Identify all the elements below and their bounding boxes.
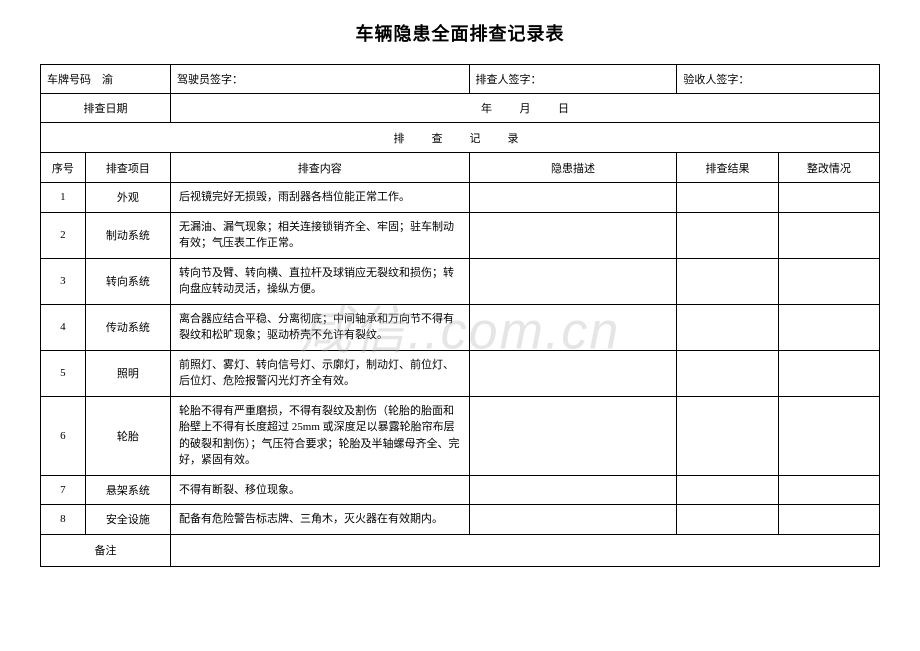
remark-label: 备注 bbox=[41, 534, 171, 566]
row-result bbox=[677, 505, 778, 535]
row-desc bbox=[469, 258, 677, 304]
row-item: 转向系统 bbox=[85, 258, 170, 304]
row-result bbox=[677, 396, 778, 475]
row-item: 传动系统 bbox=[85, 304, 170, 350]
row-fix bbox=[778, 212, 879, 258]
section-title-row: 排 查 记 录 bbox=[41, 123, 880, 153]
row-content: 配备有危险警告标志牌、三角木，灭火器在有效期内。 bbox=[171, 505, 469, 535]
col-item: 排查项目 bbox=[85, 153, 170, 183]
row-fix bbox=[778, 475, 879, 505]
row-seq: 7 bbox=[41, 475, 86, 505]
row-fix bbox=[778, 183, 879, 213]
row-fix bbox=[778, 258, 879, 304]
table-row: 7悬架系统不得有断裂、移位现象。 bbox=[41, 475, 880, 505]
row-fix bbox=[778, 396, 879, 475]
row-item: 照明 bbox=[85, 350, 170, 396]
row-fix bbox=[778, 304, 879, 350]
table-row: 1外观后视镜完好无损毁，雨刮器各档位能正常工作。 bbox=[41, 183, 880, 213]
row-content: 前照灯、雾灯、转向信号灯、示廓灯，制动灯、前位灯、后位灯、危险报警闪光灯齐全有效… bbox=[171, 350, 469, 396]
plate-cell: 车牌号码 渝 bbox=[41, 65, 171, 94]
row-seq: 8 bbox=[41, 505, 86, 535]
row-seq: 6 bbox=[41, 396, 86, 475]
row-result bbox=[677, 475, 778, 505]
row-item: 悬架系统 bbox=[85, 475, 170, 505]
inspection-table: 车牌号码 渝 驾驶员签字： 排查人签字： 验收人签字： 排查日期 年 月 日 排… bbox=[40, 64, 880, 567]
row-item: 外观 bbox=[85, 183, 170, 213]
col-content: 排查内容 bbox=[171, 153, 469, 183]
table-row: 8安全设施配备有危险警告标志牌、三角木，灭火器在有效期内。 bbox=[41, 505, 880, 535]
month-label: 月 bbox=[520, 100, 531, 116]
table-row: 4传动系统离合器应结合平稳、分离彻底；中间轴承和万向节不得有裂纹和松旷现象；驱动… bbox=[41, 304, 880, 350]
row-fix bbox=[778, 350, 879, 396]
row-result bbox=[677, 304, 778, 350]
row-seq: 5 bbox=[41, 350, 86, 396]
row-desc bbox=[469, 396, 677, 475]
remark-value bbox=[171, 534, 880, 566]
table-row: 6轮胎轮胎不得有严重磨损，不得有裂纹及割伤（轮胎的胎面和胎壁上不得有长度超过 2… bbox=[41, 396, 880, 475]
row-content: 无漏油、漏气现象；相关连接锁销齐全、牢固；驻车制动有效；气压表工作正常。 bbox=[171, 212, 469, 258]
column-header-row: 序号 排查项目 排查内容 隐患描述 排查结果 整改情况 bbox=[41, 153, 880, 183]
row-content: 不得有断裂、移位现象。 bbox=[171, 475, 469, 505]
col-result: 排查结果 bbox=[677, 153, 778, 183]
row-result bbox=[677, 183, 778, 213]
row-desc bbox=[469, 505, 677, 535]
row-desc bbox=[469, 304, 677, 350]
col-desc: 隐患描述 bbox=[469, 153, 677, 183]
row-seq: 2 bbox=[41, 212, 86, 258]
driver-sign-cell: 驾驶员签字： bbox=[171, 65, 469, 94]
row-content: 轮胎不得有严重磨损，不得有裂纹及割伤（轮胎的胎面和胎壁上不得有长度超过 25mm… bbox=[171, 396, 469, 475]
row-result bbox=[677, 350, 778, 396]
row-seq: 4 bbox=[41, 304, 86, 350]
row-desc bbox=[469, 475, 677, 505]
row-item: 安全设施 bbox=[85, 505, 170, 535]
table-row: 2制动系统无漏油、漏气现象；相关连接锁销齐全、牢固；驻车制动有效；气压表工作正常… bbox=[41, 212, 880, 258]
row-result bbox=[677, 212, 778, 258]
table-row: 3转向系统转向节及臂、转向横、直拉杆及球销应无裂纹和损伤；转向盘应转动灵活，操纵… bbox=[41, 258, 880, 304]
row-item: 制动系统 bbox=[85, 212, 170, 258]
date-row: 排查日期 年 月 日 bbox=[41, 94, 880, 123]
row-seq: 1 bbox=[41, 183, 86, 213]
signature-row: 车牌号码 渝 驾驶员签字： 排查人签字： 验收人签字： bbox=[41, 65, 880, 94]
row-content: 离合器应结合平稳、分离彻底；中间轴承和万向节不得有裂纹和松旷现象；驱动桥壳不允许… bbox=[171, 304, 469, 350]
day-label: 日 bbox=[558, 100, 569, 116]
plate-label: 车牌号码 bbox=[47, 74, 91, 86]
page-title: 车辆隐患全面排查记录表 bbox=[40, 20, 880, 46]
row-desc bbox=[469, 183, 677, 213]
year-label: 年 bbox=[481, 100, 492, 116]
plate-prefix: 渝 bbox=[102, 74, 113, 86]
row-fix bbox=[778, 505, 879, 535]
date-label: 排查日期 bbox=[41, 94, 171, 123]
row-desc bbox=[469, 350, 677, 396]
row-seq: 3 bbox=[41, 258, 86, 304]
row-result bbox=[677, 258, 778, 304]
table-row: 5照明前照灯、雾灯、转向信号灯、示廓灯，制动灯、前位灯、后位灯、危险报警闪光灯齐… bbox=[41, 350, 880, 396]
col-seq: 序号 bbox=[41, 153, 86, 183]
inspector-sign-cell: 排查人签字： bbox=[469, 65, 677, 94]
row-content: 后视镜完好无损毁，雨刮器各档位能正常工作。 bbox=[171, 183, 469, 213]
acceptor-sign-cell: 验收人签字： bbox=[677, 65, 880, 94]
row-desc bbox=[469, 212, 677, 258]
row-item: 轮胎 bbox=[85, 396, 170, 475]
section-title: 排 查 记 录 bbox=[41, 123, 880, 153]
row-content: 转向节及臂、转向横、直拉杆及球销应无裂纹和损伤；转向盘应转动灵活，操纵方便。 bbox=[171, 258, 469, 304]
date-value-cell: 年 月 日 bbox=[171, 94, 880, 123]
col-fix: 整改情况 bbox=[778, 153, 879, 183]
remark-row: 备注 bbox=[41, 534, 880, 566]
